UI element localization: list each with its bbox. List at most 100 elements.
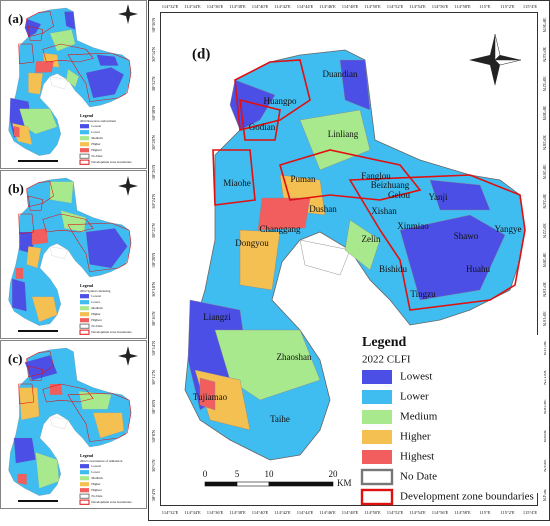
legend-label: Medium xyxy=(91,136,103,140)
legend-title: Legend xyxy=(362,335,407,350)
legend-label: Medium xyxy=(91,476,103,480)
township-area xyxy=(85,228,128,269)
township-area xyxy=(28,72,43,95)
legend-label: No Date xyxy=(91,154,103,158)
lon-label: 115°E xyxy=(479,4,490,9)
legend-swatch xyxy=(79,493,90,499)
lon-label: 115°2'E xyxy=(500,510,514,515)
township-area xyxy=(26,246,42,269)
place-label: Yangye xyxy=(494,224,521,234)
panel-frame xyxy=(0,0,147,169)
township-area xyxy=(199,377,216,411)
legend-swatch xyxy=(80,142,89,147)
legend-subtitle: 2022 Convenience of utilization xyxy=(80,459,123,463)
township-area xyxy=(85,67,124,99)
north-arrow-a xyxy=(118,4,138,24)
legend-label: Higher xyxy=(91,312,101,316)
lat-label: 30°10'N xyxy=(542,399,547,415)
lon-label: 114°42'E xyxy=(274,4,291,9)
township-area xyxy=(35,452,60,489)
lon-label: 115°4'E xyxy=(523,4,537,9)
legend-swatch xyxy=(80,476,89,481)
lat-label: 30°34'N xyxy=(151,46,156,62)
legend-title: Legend xyxy=(80,113,94,118)
township-area xyxy=(49,181,74,204)
lat-label: 30°16'N xyxy=(542,311,547,327)
township-area xyxy=(31,296,58,323)
place-label: Liangzi xyxy=(203,312,231,322)
place-label: Zelin xyxy=(362,234,381,244)
legend-label: Higher xyxy=(91,142,101,146)
north-arrow-b xyxy=(118,176,138,196)
place-label: Godian xyxy=(249,122,276,132)
scale-unit: KM xyxy=(337,478,352,488)
township-area xyxy=(60,210,87,233)
legend-swatch xyxy=(79,329,90,335)
scale-bar xyxy=(18,330,58,332)
scale-bar-segment xyxy=(204,481,238,487)
legend-label: Higher xyxy=(400,431,431,443)
development-zone xyxy=(348,174,526,311)
development-zone xyxy=(42,383,94,403)
lat-label: 30°34'N xyxy=(542,47,547,63)
development-zone xyxy=(26,11,54,38)
township-area xyxy=(12,278,27,312)
panel-label: (b) xyxy=(8,181,24,196)
lat-label: 30°22'N xyxy=(151,222,156,238)
lat-label: 30°14'N xyxy=(542,341,547,357)
panel-frame xyxy=(0,340,147,509)
township-area xyxy=(93,412,124,439)
lon-label: 114°36'E xyxy=(207,4,224,9)
place-label: Shawo xyxy=(454,231,479,241)
lat-label: 30°8'N xyxy=(542,430,547,443)
township-area xyxy=(49,383,63,395)
township-area xyxy=(34,61,54,73)
legend-swatch xyxy=(80,136,89,141)
development-zone xyxy=(239,98,281,141)
main-map: Duandian Huangpo Godian Linliang Miaohe Puman… xyxy=(184,49,526,461)
development-zone xyxy=(28,25,44,41)
panel-label: (c) xyxy=(8,351,22,366)
panel-label: (a) xyxy=(8,11,23,26)
lat-label: 30°4'N xyxy=(151,488,156,501)
legend-label: Development zone boundaries xyxy=(91,500,132,504)
scale-bar-segment xyxy=(236,481,270,487)
lat-label: 30°26'N xyxy=(542,164,547,180)
township-area xyxy=(96,54,119,66)
scale-bar xyxy=(18,160,58,162)
main-inner-frame xyxy=(160,12,538,506)
legend-title: Legend xyxy=(80,283,94,288)
lat-label: 30°14'N xyxy=(151,340,156,356)
place-label: Taihe xyxy=(270,414,290,424)
lon-label: 114°52'E xyxy=(387,4,404,9)
lat-label: 30°24'N xyxy=(151,193,156,209)
legend-swatch xyxy=(79,159,90,165)
scale-label: 10 xyxy=(265,469,275,479)
lon-label: 114°40'E xyxy=(252,510,269,515)
lat-label: 30°28'N xyxy=(542,135,547,151)
township-area xyxy=(24,18,42,37)
township-area xyxy=(429,179,491,211)
township-area xyxy=(19,387,40,421)
legend-subtitle: 2022 CLFI xyxy=(362,354,411,366)
township-area xyxy=(13,437,36,464)
legend-label: Higher xyxy=(91,482,101,486)
legend-swatch xyxy=(80,464,89,469)
development-zone xyxy=(18,43,35,65)
township-area xyxy=(66,69,79,88)
legend-label: Lowest xyxy=(91,124,101,128)
township-area xyxy=(15,267,24,279)
legend-swatch xyxy=(80,488,89,493)
development-zone xyxy=(28,195,44,211)
lat-label: 30°12'N xyxy=(151,369,156,385)
lon-label: 114°56'E xyxy=(432,510,449,515)
lat-label: 30°24'N xyxy=(542,194,547,210)
township-area xyxy=(299,239,351,276)
lon-label: 114°46'E xyxy=(319,4,336,9)
lon-label: 114°34'E xyxy=(184,510,201,515)
lon-label: 114°54'E xyxy=(409,510,426,515)
lat-label: 30°20'N xyxy=(151,252,156,268)
legend-swatch xyxy=(80,306,89,311)
lon-label: 114°50'E xyxy=(364,4,381,9)
